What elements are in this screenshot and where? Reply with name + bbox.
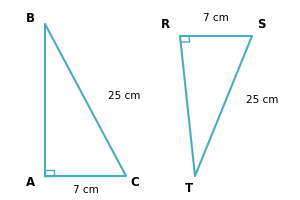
Text: S: S <box>257 18 265 30</box>
Text: 25 cm: 25 cm <box>108 91 140 101</box>
Text: A: A <box>26 176 34 188</box>
Text: C: C <box>130 176 140 188</box>
Text: B: B <box>26 11 34 24</box>
Text: T: T <box>185 182 193 194</box>
Text: 7 cm: 7 cm <box>203 13 229 23</box>
Text: 25 cm: 25 cm <box>246 95 278 105</box>
Text: 7 cm: 7 cm <box>73 185 98 195</box>
Text: R: R <box>160 18 169 30</box>
